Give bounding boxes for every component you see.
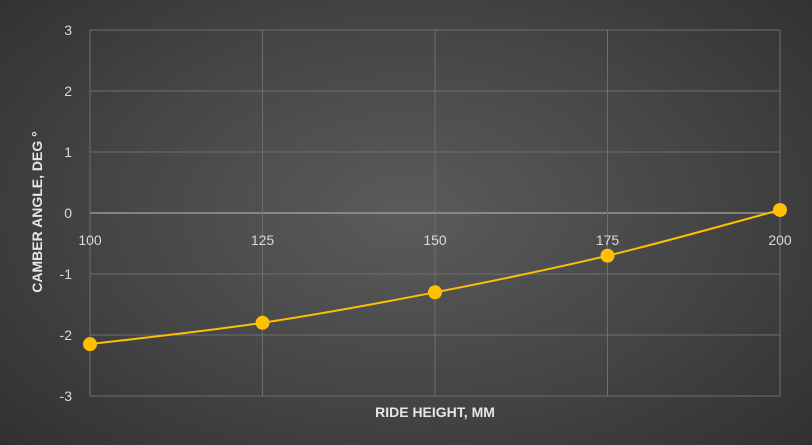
data-point — [428, 285, 442, 300]
x-tick-label: 175 — [596, 232, 620, 248]
y-axis-title: CAMBER ANGLE, DEG ° — [29, 131, 45, 292]
x-axis-ticks: 100 125 150 175 200 — [78, 232, 792, 248]
y-tick-label: -2 — [60, 327, 73, 343]
gridlines — [89, 29, 781, 397]
data-point — [773, 202, 787, 217]
x-axis-title: RIDE HEIGHT, MM — [375, 404, 495, 420]
x-tick-label: 200 — [768, 232, 792, 248]
y-tick-label: -1 — [60, 266, 73, 282]
data-point — [255, 315, 270, 330]
y-tick-label: 3 — [64, 22, 72, 38]
data-point — [83, 337, 97, 352]
y-tick-label: 0 — [64, 205, 72, 221]
data-point — [600, 248, 615, 263]
x-tick-label: 125 — [251, 232, 275, 248]
y-axis-ticks: 3 2 1 0 -1 -2 -3 — [60, 22, 73, 404]
y-tick-label: 1 — [64, 144, 72, 160]
y-tick-label: 2 — [64, 83, 72, 99]
y-tick-label: -3 — [60, 388, 73, 404]
x-tick-label: 150 — [423, 232, 447, 248]
series-layer — [83, 202, 787, 352]
x-tick-label: 100 — [78, 232, 102, 248]
